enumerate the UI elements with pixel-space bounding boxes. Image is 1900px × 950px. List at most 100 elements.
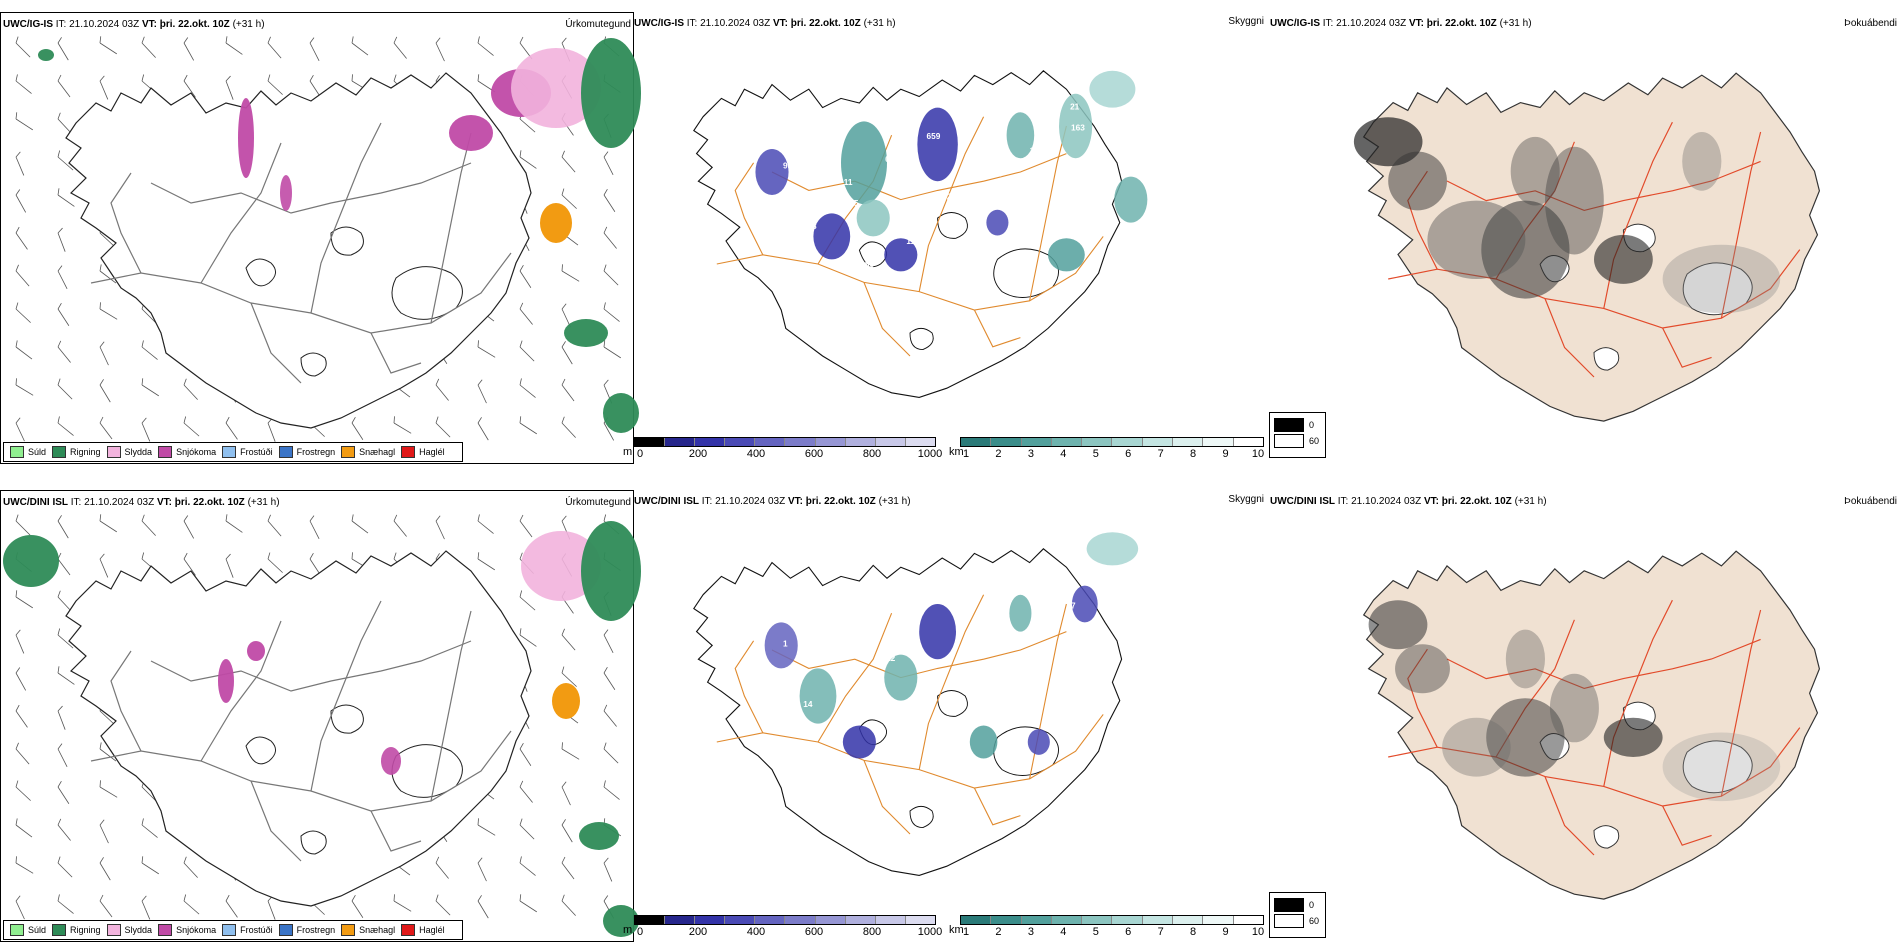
title-part: 21.10.2024 03Z [715, 496, 786, 507]
colorbar-cell [665, 916, 696, 924]
fog-cloud-area [1059, 93, 1093, 159]
wind-barb [99, 742, 117, 762]
colorbar-tick: 3 [1027, 448, 1034, 460]
title-part: þri. 22.okt. 10Z [790, 18, 861, 29]
road-line [1446, 638, 1761, 690]
legend-item: Snjókoma [158, 924, 216, 936]
wind-barb [561, 188, 577, 209]
colorbar-tick: 0 [636, 926, 644, 938]
cloud-base-label: 86 [865, 260, 875, 269]
road-line [310, 600, 382, 792]
legend-item: Slydda [106, 446, 152, 458]
road-line [817, 612, 893, 743]
fog-cloud-area [799, 668, 837, 724]
panel-title: UWC/DINI ISL IT: 21.10.2024 03Z VT: þri.… [634, 496, 911, 507]
cloud-base-label: 4 [905, 216, 910, 225]
wind-barb [15, 629, 25, 654]
cloud-base-label: 21 [1070, 102, 1080, 111]
panel-title: UWC/DINI ISL IT: 21.10.2024 03Z VT: þri.… [3, 497, 280, 508]
colorbar-cell [1173, 916, 1204, 924]
colorbar-cell [1203, 438, 1234, 446]
wind-barb [477, 895, 489, 919]
legend-item: Súld [10, 924, 46, 936]
precip-type-map: UWC/DINI ISL IT: 21.10.2024 03Z VT: þri.… [0, 490, 641, 942]
snow-pellet-area [540, 203, 572, 243]
snow-pellet-area [552, 683, 580, 719]
precip-type-map: UWC/IG-IS IT: 21.10.2024 03Z VT: þri. 22… [0, 12, 641, 464]
colorbar-cell [845, 916, 876, 924]
wind-barb [141, 36, 156, 58]
colorbar-tick: 2 [995, 448, 1002, 460]
legend-label: Frostregn [296, 925, 336, 935]
fog-cloud-area [856, 199, 890, 237]
rain-area [581, 521, 641, 621]
wind-barb [99, 894, 113, 918]
legend-item: Frostúði [222, 446, 273, 458]
colorbar-cell [1112, 438, 1143, 446]
fog-shade-area [1481, 200, 1570, 299]
title-part: VT: [1408, 18, 1424, 29]
colorbar-tick: 6 [1125, 926, 1132, 938]
wind-barb [183, 37, 195, 61]
wind-barb [15, 340, 33, 360]
rain-area [603, 905, 639, 937]
fog-shade-area [1662, 244, 1781, 314]
road-line [1720, 131, 1762, 319]
cloud-base-label: 110 [1091, 184, 1105, 193]
road-line [973, 787, 1021, 826]
cloud-base-label: 0 [968, 587, 973, 596]
fog-legend: 0 60 [1269, 412, 1326, 458]
rain-area [564, 319, 608, 347]
wind-barb [603, 264, 619, 286]
legend-swatch [52, 446, 67, 458]
colorbar-tick: 600 [804, 926, 824, 938]
wind-barb [225, 514, 243, 533]
wind-barb [99, 857, 111, 881]
road-line [1544, 298, 1595, 378]
rain-area [38, 49, 54, 61]
legend-swatch [278, 446, 293, 458]
colorbar-tick: 1000 [917, 448, 943, 460]
fog-legend-row: 60 [1274, 914, 1321, 928]
fog-legend-label: 60 [1309, 436, 1320, 446]
road-line [200, 142, 282, 284]
wind-barb [519, 340, 535, 362]
cloud-base-label: 65 [1009, 251, 1019, 260]
wind-barb [15, 742, 30, 765]
colorbar-cell [695, 438, 726, 446]
wind-barb [225, 36, 243, 55]
wind-barb [519, 856, 536, 876]
wind-barb [435, 515, 445, 540]
fog-shade-area [1549, 673, 1599, 743]
legend-item: Súld [10, 446, 46, 458]
colorbar-tick: 10 [1251, 926, 1265, 938]
precip-type-title: Úrkomutegund [565, 19, 631, 30]
colorbar-cells [960, 915, 1264, 925]
fog-shade-area [1510, 136, 1560, 206]
wind-barb [15, 818, 33, 838]
wind-barb [519, 818, 535, 840]
title-part: (+31 h) [247, 497, 280, 508]
wind-barb [393, 36, 407, 59]
cloud-base-colorbar: m 0 200 400 600 800 1000 [623, 915, 942, 939]
wind-barb [435, 37, 445, 62]
iceland-coastline [693, 548, 1123, 876]
colorbar-cell [665, 438, 696, 446]
wind-barb [141, 514, 156, 536]
title-part: IT: [701, 496, 713, 507]
wind-barb [561, 264, 580, 282]
fog-cloud-area [884, 238, 918, 272]
fog-shade-area [1603, 717, 1663, 757]
forecast-row: UWC/IG-IS IT: 21.10.2024 03Z VT: þri. 22… [0, 12, 1900, 464]
wind-barb [183, 552, 196, 576]
colorbar-cell [1233, 438, 1263, 446]
cloud-base-label: 108 [886, 176, 900, 185]
fog-cloud-area [884, 654, 918, 701]
wind-barb [15, 514, 31, 536]
colorbar-cell [695, 916, 726, 924]
wind-barb [99, 75, 109, 100]
title-part: UWC/IG-IS [3, 19, 53, 30]
title-part: 21.10.2024 03Z [84, 497, 155, 508]
wind-barb [519, 628, 537, 647]
title-part: (+31 h) [863, 18, 896, 29]
